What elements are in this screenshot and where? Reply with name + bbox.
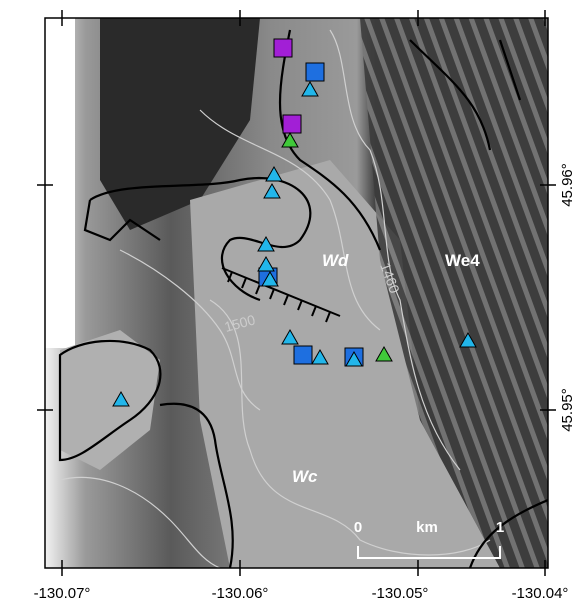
map-figure: Wd We4 Wc 1460 1500 0 km 1 -130.07° -130… bbox=[0, 0, 586, 606]
scale-unit: km bbox=[416, 519, 438, 536]
x-tick-label: -130.04° bbox=[512, 585, 569, 602]
unit-label: Wc bbox=[292, 467, 318, 486]
y-tick-label: 45.95° bbox=[559, 388, 576, 432]
x-tick-label: -130.07° bbox=[34, 585, 91, 602]
map-area: Wd We4 Wc 1460 1500 0 km 1 bbox=[45, 18, 548, 568]
unit-label: Wd bbox=[322, 251, 349, 270]
unit-label: We4 bbox=[445, 251, 480, 270]
scale-end: 1 bbox=[496, 519, 504, 536]
x-tick-label: -130.06° bbox=[212, 585, 269, 602]
x-tick-label: -130.05° bbox=[372, 585, 429, 602]
scale-start: 0 bbox=[354, 519, 362, 536]
y-tick-label: 45.96° bbox=[559, 163, 576, 207]
